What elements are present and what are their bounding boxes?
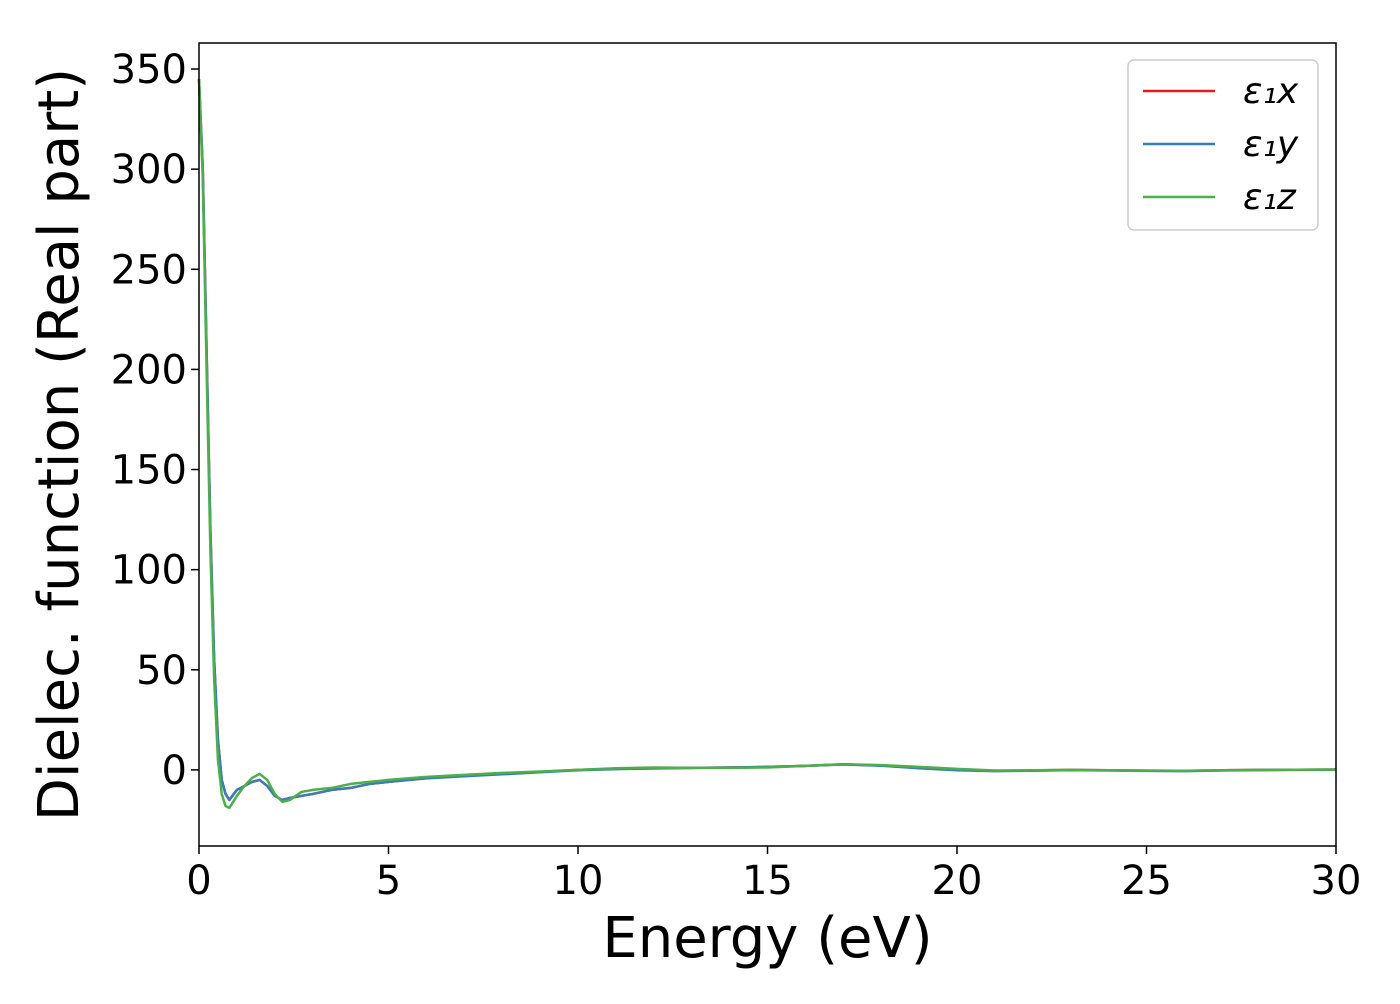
x-tick-label: 5 <box>376 858 401 904</box>
y-axis-label: Dielec. function (Real part) <box>27 68 92 821</box>
series-line-z <box>197 78 1337 810</box>
y-tick-label: 200 <box>111 347 187 393</box>
legend-label-z: ε₁z <box>1243 177 1297 218</box>
x-tick-label: 10 <box>553 858 604 904</box>
y-tick-label: 300 <box>111 147 187 193</box>
legend-label-x: ε₁x <box>1243 71 1299 112</box>
y-tick-label: 250 <box>111 247 187 293</box>
y-tick-label: 100 <box>111 548 187 594</box>
y-tick-label: 350 <box>111 47 187 93</box>
y-tick-label: 150 <box>111 448 187 494</box>
y-tick-label: 50 <box>136 648 187 694</box>
x-axis-label: Energy (eV) <box>602 906 932 971</box>
legend-label-y: ε₁y <box>1243 124 1299 165</box>
y-tick-label: 0 <box>162 748 187 794</box>
x-tick-label: 30 <box>1311 858 1362 904</box>
x-tick-label: 20 <box>932 858 983 904</box>
series-layer <box>197 78 1337 810</box>
legend: ε₁x ε₁y ε₁z <box>1127 59 1319 231</box>
x-tick-label: 15 <box>742 858 793 904</box>
x-tick-label: 0 <box>186 858 211 904</box>
x-tick-label: 25 <box>1121 858 1172 904</box>
legend-box <box>1127 59 1319 231</box>
